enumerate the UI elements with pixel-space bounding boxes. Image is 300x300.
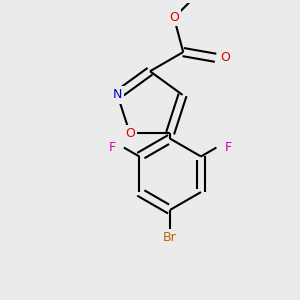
Text: O: O [125,127,135,140]
Text: F: F [109,141,116,154]
Text: N: N [113,88,122,101]
Text: O: O [220,51,230,64]
Text: F: F [225,141,232,154]
Text: O: O [169,11,179,24]
Text: Br: Br [163,231,177,244]
